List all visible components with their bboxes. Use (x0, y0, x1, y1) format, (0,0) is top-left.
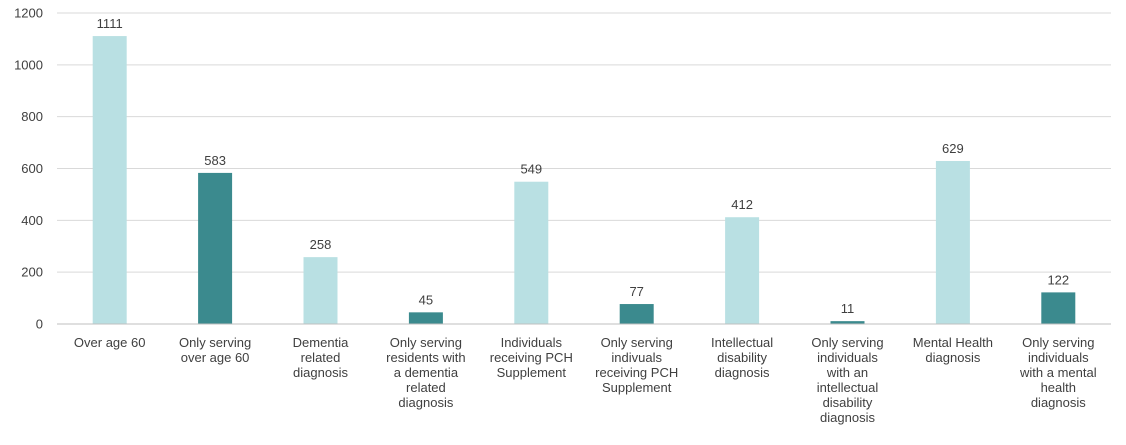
y-axis-tick-labels: 0 200 400 600 800 1000 1200 (14, 6, 43, 332)
data-label: 549 (520, 162, 542, 177)
data-label: 77 (629, 284, 643, 299)
bar (303, 257, 338, 324)
category-label: Only serving individuals with an intellectu… (811, 335, 883, 425)
category-label: Over age 60 (74, 335, 146, 350)
category-labels: Over age 60 Only serving over age 60 Dement… (74, 335, 1097, 425)
y-tick-label: 800 (21, 109, 43, 124)
data-label: 412 (731, 197, 753, 212)
y-tick-label: 0 (36, 317, 43, 332)
data-label: 258 (310, 237, 332, 252)
data-label: 11 (841, 301, 855, 316)
bar (198, 172, 233, 324)
category-label: Only serving indivuals receiving PCH Supple… (595, 335, 678, 395)
category-label: Only serving residents with a dementia rela… (386, 335, 465, 410)
category-label: Mental Health diagnosis (913, 335, 993, 365)
bar (935, 160, 970, 324)
y-tick-label: 400 (21, 213, 43, 228)
y-tick-label: 1000 (14, 57, 43, 72)
data-label: 45 (419, 292, 433, 307)
y-tick-label: 200 (21, 265, 43, 280)
bar (514, 181, 549, 324)
data-label: 122 (1047, 272, 1069, 287)
bar (408, 312, 443, 324)
bar (619, 304, 654, 324)
bar (725, 217, 760, 324)
y-tick-label: 600 (21, 161, 43, 176)
category-label: Individuals receiving PCH Supplement (490, 335, 573, 380)
bar (92, 36, 127, 325)
gridlines (57, 12, 1111, 273)
data-label: 583 (204, 153, 226, 168)
data-label: 1111 (97, 16, 123, 31)
data-label: 629 (942, 141, 964, 156)
category-label: Only serving individuals with a mental heal… (1019, 335, 1097, 410)
category-label: Only serving over age 60 (179, 335, 251, 365)
bar (1041, 292, 1076, 324)
y-tick-label: 1200 (14, 6, 43, 21)
category-label: Intellectual disability diagnosis (711, 335, 773, 380)
category-label: Dementia related diagnosis (293, 335, 349, 380)
bar (830, 321, 865, 324)
data-labels: 1111 583 258 45 549 77 412 11 629 122 (97, 16, 1069, 316)
bars (92, 36, 1076, 325)
